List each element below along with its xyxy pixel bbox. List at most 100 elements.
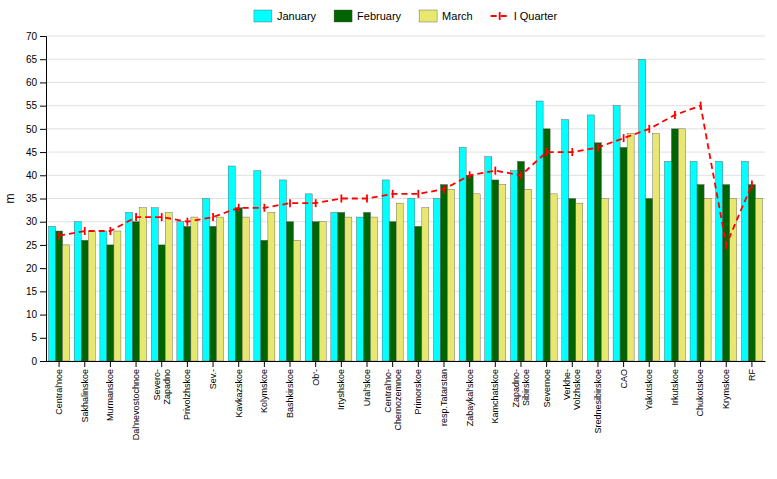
grid-line xyxy=(46,82,765,83)
bar xyxy=(440,185,447,361)
tick-mark xyxy=(572,361,573,367)
tick-label: Irkutskoe xyxy=(670,369,680,406)
bar xyxy=(492,180,499,361)
tick: Murmanskoe xyxy=(105,361,115,421)
bar xyxy=(345,217,352,361)
tick-mark xyxy=(443,361,444,367)
tick-label-line: Sibirskoe xyxy=(521,369,531,406)
bar xyxy=(254,171,261,361)
tick-mark xyxy=(40,59,46,60)
bar xyxy=(126,212,133,361)
bar xyxy=(697,185,704,361)
tick-mark xyxy=(110,361,111,367)
tick-label-line: Kolymskoe xyxy=(259,369,269,413)
tick: CAO xyxy=(618,361,628,389)
bar xyxy=(210,226,217,361)
bar xyxy=(74,222,81,361)
tick-mark xyxy=(40,199,46,200)
tick-label: Zapadno-Sibirskoe xyxy=(511,369,531,408)
tick-label-line: Sev.- xyxy=(208,369,218,389)
legend-item: February xyxy=(334,10,402,22)
tick: resp.Tatarstan xyxy=(439,361,449,426)
bar xyxy=(356,217,363,361)
bar xyxy=(510,171,517,361)
tick-label: Kolymskoe xyxy=(259,369,269,413)
tick-label: Yakutskoe xyxy=(644,369,654,410)
bar xyxy=(319,222,326,361)
tick-mark xyxy=(187,361,188,367)
legend-item: January xyxy=(254,10,317,22)
tick-label-line: RF xyxy=(747,369,757,381)
tick-label: 20 xyxy=(26,263,38,274)
line-marker xyxy=(725,241,727,249)
tick: Central'no-Chernozemnoe xyxy=(383,361,403,431)
bar xyxy=(620,147,627,361)
bar xyxy=(741,161,748,361)
legend-label: January xyxy=(277,10,317,22)
tick: 65 xyxy=(26,54,46,65)
bar xyxy=(576,203,583,361)
tick-mark xyxy=(213,361,214,367)
tick: 50 xyxy=(26,124,46,135)
bar xyxy=(81,240,88,361)
tick-mark xyxy=(40,129,46,130)
legend-swatch-marker xyxy=(499,12,501,20)
bar xyxy=(203,199,210,362)
tick-label: Srednesibirskoe xyxy=(593,369,603,434)
bar xyxy=(664,161,671,361)
line-marker xyxy=(597,143,599,151)
tick: Primorskoe xyxy=(413,361,423,415)
tick: 10 xyxy=(26,309,46,320)
tick-label: Murmanskoe xyxy=(105,369,115,421)
bar xyxy=(613,106,620,361)
legend-label: March xyxy=(442,10,473,22)
bar xyxy=(415,226,422,361)
bar xyxy=(755,199,762,362)
bar xyxy=(235,208,242,361)
tick-label: Sakhalinskoe xyxy=(80,369,90,423)
tick-label-line: Severo- xyxy=(152,369,162,401)
tick: Kavkazskoe xyxy=(234,361,244,418)
tick: Irtyshskoe xyxy=(336,361,346,410)
bar xyxy=(217,217,224,361)
tick-mark xyxy=(264,361,265,367)
line-marker xyxy=(238,204,240,212)
bar xyxy=(49,226,56,361)
tick-label: 70 xyxy=(26,31,38,42)
line-marker xyxy=(263,204,265,212)
legend-swatch xyxy=(334,10,352,22)
tick-mark xyxy=(84,361,85,367)
line-marker xyxy=(289,199,291,207)
bar xyxy=(312,222,319,361)
grid xyxy=(46,36,765,361)
tick: Srednesibirskoe xyxy=(593,361,603,434)
tick-label: Severo-Zapadno xyxy=(152,369,172,405)
bar xyxy=(447,189,454,361)
bar xyxy=(639,59,646,361)
bar-series xyxy=(63,129,763,361)
tick: Zabaykal'skoe xyxy=(465,361,475,426)
axis-line xyxy=(40,37,47,362)
bar xyxy=(261,240,268,361)
tick-mark xyxy=(597,361,598,367)
y-axis: 0510152025303540455055606570 xyxy=(26,31,47,367)
tick-label: CAO xyxy=(618,369,628,389)
bar xyxy=(191,217,198,361)
tick-label-line: Zabaykal'skoe xyxy=(465,369,475,426)
tick-mark xyxy=(40,152,46,153)
tick-label: 45 xyxy=(26,147,38,158)
tick: Zapadno-Sibirskoe xyxy=(511,361,531,408)
tick: Sakhalinskoe xyxy=(80,361,90,423)
line-marker xyxy=(340,195,342,203)
bar xyxy=(730,199,737,362)
legend-label: February xyxy=(357,10,402,22)
line-series xyxy=(59,102,752,249)
tick: Sev.- xyxy=(208,361,218,389)
tick-mark xyxy=(40,315,46,316)
tick: Ob'- xyxy=(311,361,321,386)
bar xyxy=(748,185,755,361)
tick-label: RF xyxy=(747,369,757,381)
tick-label-line: Srednesibirskoe xyxy=(593,369,603,434)
tick: 40 xyxy=(26,170,46,181)
tick: 60 xyxy=(26,77,46,88)
